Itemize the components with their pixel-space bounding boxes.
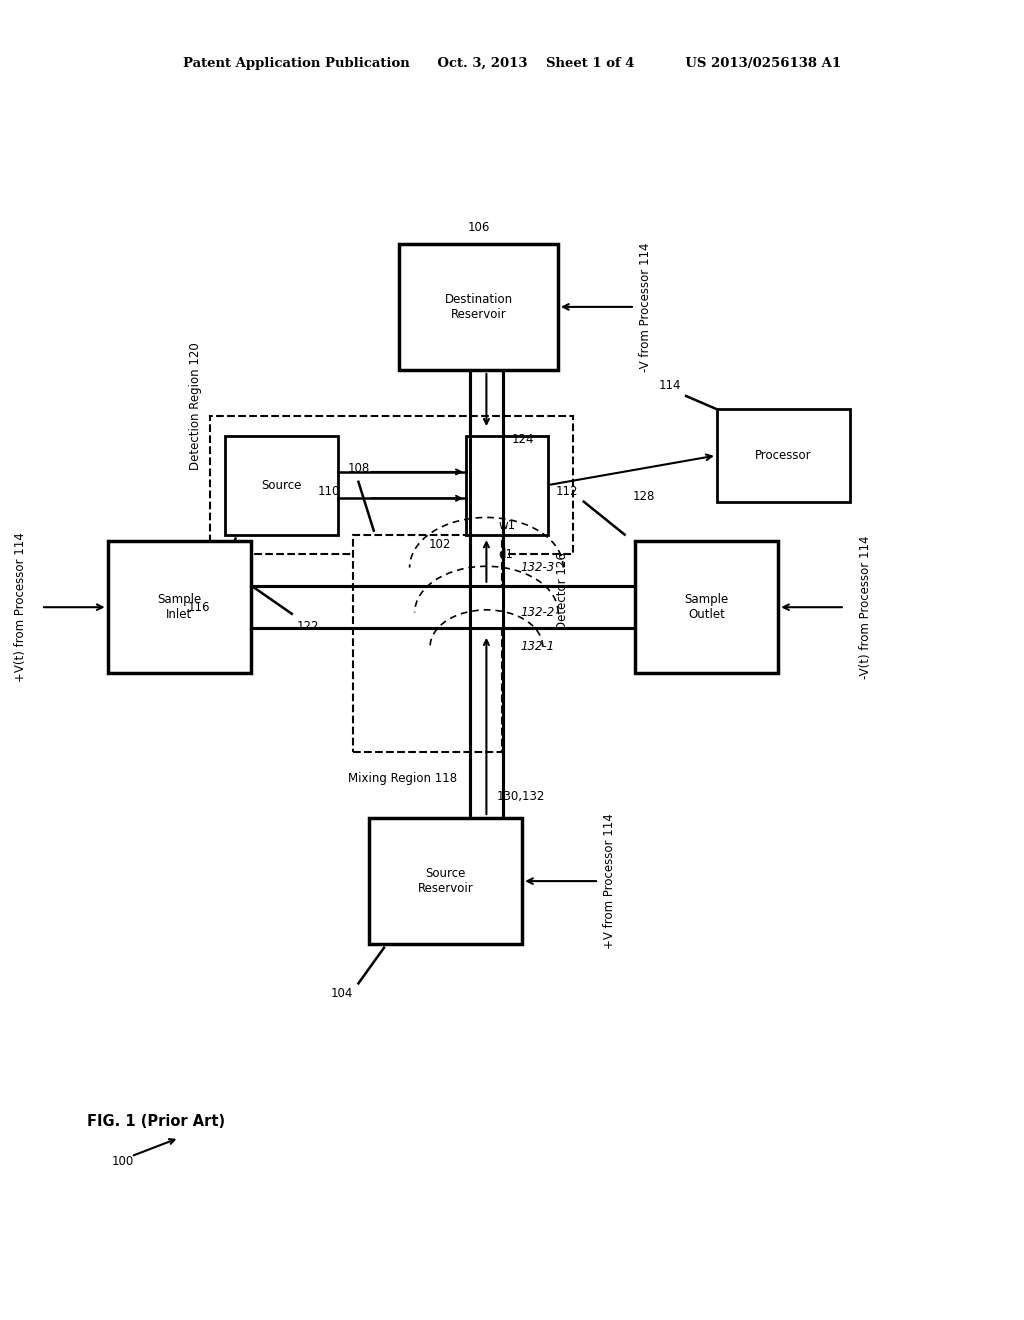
Text: +V(t) from Processor 114: +V(t) from Processor 114 [14,532,27,682]
Text: 132-1: 132-1 [520,640,554,653]
Text: +V from Processor 114: +V from Processor 114 [603,813,615,949]
Text: 108: 108 [347,462,370,475]
Text: 114: 114 [658,379,681,392]
FancyBboxPatch shape [108,541,251,673]
Text: -V(t) from Processor 114: -V(t) from Processor 114 [859,536,871,678]
Text: 124: 124 [512,433,535,446]
Text: 110: 110 [317,484,340,498]
Text: w1: w1 [499,519,516,532]
Text: Mixing Region 118: Mixing Region 118 [348,772,458,785]
Text: 102: 102 [428,539,451,550]
Text: Destination
Reservoir: Destination Reservoir [444,293,513,321]
Text: 132-2: 132-2 [520,606,554,619]
Text: 130,132: 130,132 [497,789,545,803]
Text: Detection Region 120: Detection Region 120 [188,342,202,470]
Text: 112: 112 [556,484,579,498]
Text: 104: 104 [331,987,353,1001]
FancyBboxPatch shape [353,535,502,752]
Text: 106: 106 [468,220,489,234]
FancyBboxPatch shape [635,541,778,673]
FancyBboxPatch shape [225,436,338,535]
Text: Detector 126: Detector 126 [556,552,569,630]
Text: 116: 116 [187,601,210,614]
FancyBboxPatch shape [717,409,850,502]
FancyBboxPatch shape [466,436,548,535]
Text: d1: d1 [499,548,514,561]
Text: Source
Reservoir: Source Reservoir [418,867,473,895]
Text: Processor: Processor [755,449,812,462]
FancyBboxPatch shape [470,586,503,628]
Text: 132-3: 132-3 [520,561,554,574]
Text: FIG. 1 (Prior Art): FIG. 1 (Prior Art) [87,1114,225,1130]
Text: Patent Application Publication      Oct. 3, 2013    Sheet 1 of 4           US 20: Patent Application Publication Oct. 3, 2… [183,57,841,70]
Text: 100: 100 [112,1155,134,1168]
FancyBboxPatch shape [369,818,522,944]
Text: 128: 128 [632,490,654,503]
Text: Sample
Outlet: Sample Outlet [684,593,729,622]
FancyBboxPatch shape [210,416,573,554]
Text: Sample
Inlet: Sample Inlet [157,593,202,622]
FancyBboxPatch shape [399,244,558,370]
Text: Source: Source [261,479,302,491]
Text: -V from Processor 114: -V from Processor 114 [639,242,651,372]
Text: 122: 122 [297,620,319,634]
